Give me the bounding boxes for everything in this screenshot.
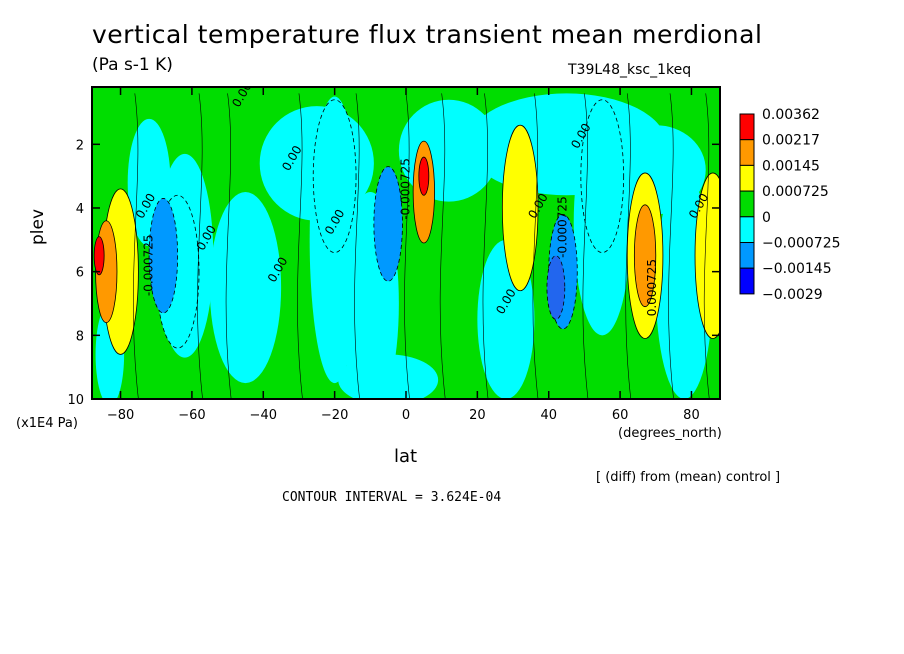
y-tick-label: 4	[76, 202, 84, 217]
y-tick-label: 6	[76, 266, 84, 281]
feature-mod-pos	[633, 204, 657, 308]
feature-strong-pos	[93, 236, 105, 276]
zero-contour-line	[625, 93, 632, 399]
feature-strong-neg	[546, 255, 566, 320]
feature-weak-neg	[312, 99, 357, 253]
contour-label: -0.000725	[142, 234, 156, 296]
x-tick-label: −40	[250, 408, 277, 423]
zero-contour-line	[668, 93, 674, 399]
legend-level-label: 0.00217	[762, 133, 820, 149]
axes: −80 −60 −40 −20 0 20 40 60 80 2 4 6 8 10	[67, 87, 720, 423]
zero-contour-line	[439, 93, 446, 399]
legend-swatch	[739, 190, 755, 218]
feature-weak-pos	[694, 172, 720, 339]
legend-swatch	[739, 267, 755, 295]
contour-field	[92, 87, 720, 399]
legend-swatch	[739, 113, 755, 141]
legend-swatch	[739, 164, 755, 192]
zero-contour-line	[582, 93, 589, 399]
contour-label: -0.000725	[556, 196, 570, 258]
zero-contour-line	[297, 93, 303, 399]
legend-level-label: 0.00362	[762, 107, 820, 123]
y-axis-units: (x1E4 Pa)	[16, 416, 78, 431]
zero-contour-line	[225, 93, 232, 399]
y-tick-label: 8	[76, 329, 84, 344]
x-axis-label: lat	[394, 446, 418, 467]
units-label: (Pa s-1 K)	[92, 55, 173, 75]
feature-mod-neg	[148, 198, 179, 314]
legend-level-label: 0	[762, 210, 771, 226]
diff-note: [ (diff) from (mean) control ]	[596, 470, 781, 485]
x-tick-label: 20	[469, 408, 486, 423]
legend-level-label: 0.00145	[762, 158, 820, 174]
negative-region	[209, 192, 282, 384]
x-tick-label: 60	[612, 408, 629, 423]
zero-contour-line	[404, 93, 410, 399]
color-legend: 0.00362 0.00217 0.00145 0.000725 0 −0.000725 −…	[739, 107, 841, 303]
y-tick-label: 10	[67, 393, 84, 408]
legend-swatch	[739, 242, 755, 269]
x-tick-label: −80	[107, 408, 134, 423]
x-tick-label: 80	[683, 408, 700, 423]
contour-label: -0.000725	[399, 158, 413, 220]
x-axis-units: (degrees_north)	[618, 426, 722, 441]
y-tick-label: 2	[76, 138, 84, 153]
legend-level-label: 0.000725	[762, 184, 829, 200]
chart-title: vertical temperature flux transient mean…	[92, 20, 763, 49]
zero-contour-line	[197, 93, 203, 399]
x-tick-label: 40	[540, 408, 557, 423]
x-tick-label: −60	[178, 408, 205, 423]
legend-level-label: −0.00145	[762, 261, 832, 277]
run-label: T39L48_ksc_1keq	[568, 62, 692, 78]
legend-swatch	[739, 139, 755, 166]
contour-interval: CONTOUR INTERVAL = 3.624E-04	[282, 490, 502, 505]
contour-label: 0.000725	[645, 259, 659, 316]
legend-level-label: −0.0029	[762, 287, 823, 303]
zero-contour-line	[354, 93, 360, 399]
zero-contour-line	[532, 93, 539, 399]
feature-weak-pos	[501, 124, 539, 292]
legend-swatch	[739, 216, 755, 244]
feature-strong-pos	[418, 156, 430, 196]
negative-region	[338, 354, 439, 399]
feature-mod-neg	[373, 166, 403, 282]
zero-contour-line	[703, 93, 710, 399]
zero-contour-line	[132, 93, 139, 399]
feature-weak-neg	[580, 99, 625, 253]
zero-contour-line	[482, 93, 489, 399]
legend-level-label: −0.000725	[762, 236, 841, 252]
x-tick-label: −20	[321, 408, 348, 423]
x-tick-label: 0	[402, 408, 410, 423]
